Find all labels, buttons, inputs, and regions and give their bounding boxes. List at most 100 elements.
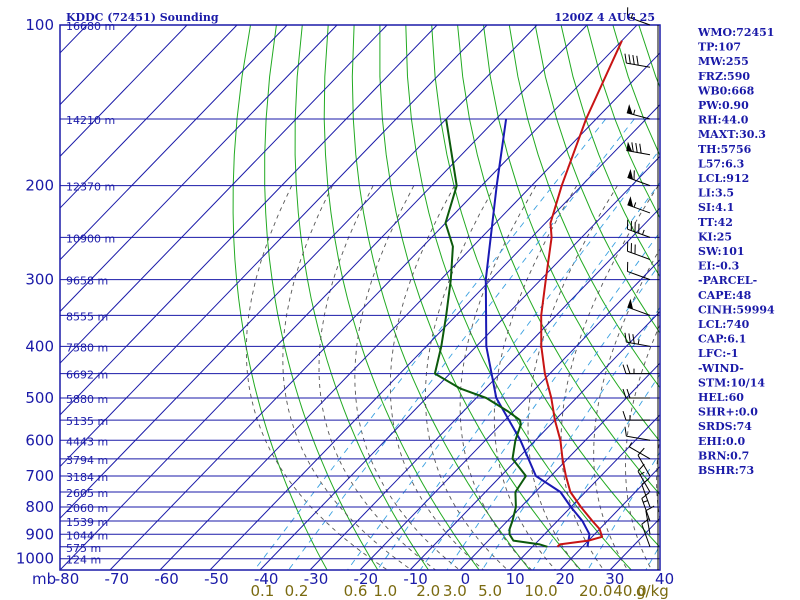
wind-barb: [641, 517, 651, 547]
index-item: CAPE:48: [698, 289, 752, 302]
index-item: SRDS:74: [698, 420, 752, 433]
isotherm: [60, 25, 538, 520]
dry-adiabat: [457, 25, 660, 496]
isotherm: [409, 310, 660, 570]
height-label: 5880 m: [66, 393, 108, 406]
mixing-ratio-label: 0.2: [285, 582, 309, 600]
isotherm: [0, 25, 37, 570]
index-item: BRN:0.7: [698, 449, 749, 462]
frame-border: [59, 24, 661, 571]
chart-title: KDDC (72451) Sounding: [66, 11, 219, 24]
temperature-tick-label: -60: [154, 570, 179, 588]
temperature-tick-label: 0: [461, 570, 471, 588]
wind-barb: [645, 505, 655, 535]
temperature-tick-label: -30: [304, 570, 329, 588]
height-label: 6692 m: [66, 369, 108, 382]
pressure-label: 700: [25, 467, 54, 485]
isotherm: [60, 25, 188, 158]
moist-adiabat: [424, 185, 508, 570]
pressure-label: 500: [25, 389, 54, 407]
index-item: RH:44.0: [698, 114, 749, 127]
mixing-ratio-line: [419, 231, 660, 570]
mixing-ratio-label: 20.0: [579, 582, 612, 600]
pressure-label: 300: [25, 271, 54, 289]
wind-barb: [627, 168, 651, 187]
index-item: TP:107: [698, 41, 741, 54]
height-label: 5135 m: [66, 415, 108, 428]
wind-barb: [626, 261, 651, 281]
wind-barb: [622, 364, 650, 375]
index-item: FRZ:590: [698, 70, 750, 83]
dry-adiabat: [483, 25, 660, 443]
pressure-label: 900: [25, 525, 54, 543]
temperature-tick-label: 30: [605, 570, 624, 588]
moist-adiabat: [459, 185, 537, 570]
moist-adiabat: [282, 185, 412, 570]
moist-adiabat: [593, 247, 660, 570]
index-item: TT:42: [698, 216, 733, 229]
mixing-ratio-unit-label: g/kg: [636, 582, 669, 600]
isotherm: [60, 25, 588, 570]
dry-adiabat: [405, 25, 632, 570]
pressure-label: 200: [25, 177, 54, 195]
index-item: MW:255: [698, 55, 749, 68]
pressure-label: 800: [25, 498, 54, 516]
wind-barb: [637, 447, 651, 477]
height-label: 3184 m: [66, 471, 108, 484]
wind-barb: [624, 426, 651, 441]
index-item: MAXT:30.3: [698, 128, 766, 141]
isotherm: [459, 362, 660, 570]
sounding-traces: [433, 40, 623, 548]
index-item: CAP:6.1: [698, 333, 746, 346]
index-item: LCL:912: [698, 172, 749, 185]
pressure-label: 600: [25, 431, 54, 449]
moist-adiabat: [389, 185, 484, 570]
mixing-ratio-label: 10.0: [524, 582, 557, 600]
wind-barb: [626, 219, 651, 238]
plot-frame: [59, 24, 661, 571]
height-label: 4443 m: [66, 435, 108, 448]
dry-adiabat: [794, 25, 800, 570]
height-label: 14210 m: [66, 114, 115, 127]
parcel-trace: [484, 118, 591, 547]
index-item: WMO:72451: [697, 26, 774, 39]
index-item: -PARCEL-: [698, 274, 757, 287]
wind-barb: [624, 53, 651, 68]
isotherm: [760, 25, 800, 570]
isotherm: [359, 259, 660, 570]
isotherm: [60, 25, 388, 364]
index-item: BSHR:73: [698, 464, 754, 477]
dry-adiabat: [431, 25, 660, 548]
dry-adiabat: [768, 25, 800, 570]
temperature-tick-label: -70: [105, 570, 130, 588]
time-label: 1200Z 4 AUG 25: [554, 11, 655, 24]
height-label: 16680 m: [66, 20, 115, 33]
wind-barb: [641, 492, 651, 522]
grid-lines: [0, 25, 800, 570]
mixing-ratio-label: 40.0: [613, 582, 646, 600]
isotherm: [209, 103, 660, 570]
mixing-ratio-label: 1.0: [373, 582, 397, 600]
isotherm: [109, 25, 638, 570]
dry-adiabat: [560, 25, 660, 278]
index-item: L57:6.3: [698, 157, 744, 170]
index-item: STM:10/14: [698, 376, 765, 389]
wind-barb: [626, 241, 651, 260]
isotherm: [60, 25, 438, 416]
wind-barb: [626, 7, 651, 26]
index-item: EI:-0.3: [698, 260, 739, 273]
mixing-ratio-label: 5.0: [478, 582, 502, 600]
wind-barb: [637, 463, 651, 493]
height-label: 7580 m: [66, 341, 108, 354]
temperature-tick-label: -80: [55, 570, 80, 588]
index-item: TH:5756: [698, 143, 752, 156]
wind-barbs: [622, 7, 659, 570]
temperature-tick-label: 20: [555, 570, 574, 588]
index-item: -WIND-: [698, 362, 744, 375]
dry-adiabat: [508, 25, 660, 389]
index-item: LCL:740: [698, 318, 750, 331]
height-label: 12370 m: [66, 181, 115, 194]
temperature-trace: [540, 40, 623, 548]
dry-adiabat: [586, 25, 660, 219]
